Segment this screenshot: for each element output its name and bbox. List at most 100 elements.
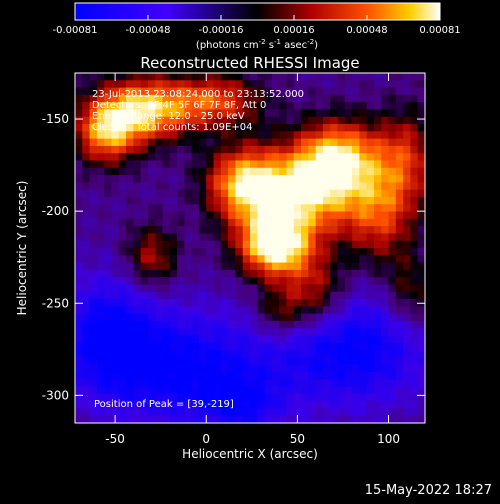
heatmap-cell: [169, 299, 178, 307]
heatmap-cell: [198, 80, 207, 89]
heatmap-cell: [126, 226, 134, 235]
heatmap-cell: [133, 175, 142, 183]
heatmap-cell: [242, 255, 251, 264]
heatmap-cell: [366, 371, 375, 380]
heatmap-cell: [191, 342, 200, 351]
heatmap-cell: [118, 80, 127, 89]
heatmap-cell: [111, 277, 120, 286]
heatmap-cell: [147, 211, 156, 220]
heatmap-cell: [242, 306, 251, 315]
heatmap-cell: [410, 226, 419, 235]
heatmap-cell: [388, 196, 397, 205]
heatmap-cell: [308, 342, 317, 351]
heatmap-cell: [198, 313, 207, 322]
heatmap-cell: [96, 109, 105, 118]
heatmap-cell: [169, 109, 178, 118]
heatmap-cell: [352, 73, 360, 81]
heatmap-cell: [220, 284, 229, 293]
heatmap-cell: [410, 269, 419, 278]
heatmap-cell: [220, 138, 229, 147]
heatmap-cell: [315, 204, 324, 213]
heatmap-cell: [322, 313, 331, 322]
heatmap-cell: [352, 80, 360, 89]
heatmap-cell: [162, 116, 171, 125]
heatmap-cell: [147, 393, 156, 402]
heatmap-cell: [140, 102, 149, 111]
heatmap-cell: [359, 379, 368, 388]
heatmap-cell: [191, 335, 200, 344]
heatmap-cell: [118, 145, 127, 154]
heatmap-cell: [213, 313, 222, 322]
heatmap-cell: [126, 320, 134, 329]
heatmap-cell: [104, 109, 113, 118]
heatmap-cell: [206, 299, 215, 307]
heatmap-cell: [155, 80, 164, 89]
heatmap-cell: [322, 299, 331, 307]
heatmap-cell: [403, 320, 412, 329]
heatmap-cell: [177, 167, 185, 176]
heatmap-cell: [220, 357, 229, 366]
heatmap-cell: [75, 284, 83, 293]
heatmap-cell: [147, 291, 156, 300]
heatmap-cell: [293, 379, 302, 388]
heatmap-cell: [395, 211, 404, 220]
heatmap-cell: [220, 167, 229, 176]
heatmap-cell: [169, 379, 178, 388]
heatmap-cell: [264, 248, 273, 256]
heatmap-cell: [373, 248, 382, 256]
heatmap-cell: [213, 393, 222, 402]
heatmap-cell: [206, 408, 215, 417]
heatmap-cell: [337, 124, 346, 132]
heatmap-cell: [96, 364, 105, 373]
heatmap-cell: [126, 80, 134, 89]
heatmap-cell: [96, 87, 105, 96]
heatmap-cell: [344, 211, 353, 220]
heatmap-cell: [279, 386, 288, 395]
heatmap-cell: [169, 269, 178, 278]
heatmap-cell: [264, 379, 273, 388]
heatmap-cell: [366, 160, 375, 169]
heatmap-cell: [220, 313, 229, 322]
heatmap-cell: [381, 138, 390, 147]
heatmap-cell: [264, 87, 273, 96]
heatmap-cell: [322, 342, 331, 351]
heatmap-cell: [264, 313, 273, 322]
heatmap-cell: [213, 211, 222, 220]
heatmap-cell: [118, 94, 127, 103]
heatmap-cell: [184, 284, 193, 293]
heatmap-cell: [198, 196, 207, 205]
heatmap-cell: [322, 189, 331, 198]
heatmap-cell: [264, 138, 273, 147]
heatmap-cell: [118, 138, 127, 147]
heatmap-cell: [82, 167, 91, 176]
heatmap-cell: [286, 145, 295, 154]
heatmap-cell: [177, 386, 185, 395]
heatmap-cell: [257, 175, 266, 183]
heatmap-cell: [206, 196, 215, 205]
heatmap-cell: [169, 94, 178, 103]
heatmap-cell: [111, 204, 120, 213]
heatmap-cell: [381, 313, 390, 322]
heatmap-cell: [344, 364, 353, 373]
heatmap-cell: [403, 109, 412, 118]
heatmap-cell: [257, 371, 266, 380]
heatmap-cell: [228, 408, 237, 417]
heatmap-cell: [250, 218, 258, 227]
heatmap-cell: [133, 357, 142, 366]
heatmap-cell: [82, 262, 91, 271]
heatmap-cell: [184, 189, 193, 198]
heatmap-cell: [315, 226, 324, 235]
heatmap-cell: [410, 284, 419, 293]
heatmap-cell: [104, 335, 113, 344]
heatmap-cell: [366, 102, 375, 111]
heatmap-cell: [82, 124, 91, 132]
heatmap-cell: [198, 320, 207, 329]
heatmap-cell: [162, 175, 171, 183]
heatmap-cell: [82, 211, 91, 220]
heatmap-cell: [264, 401, 273, 410]
heatmap-cell: [140, 196, 149, 205]
heatmap-cell: [381, 109, 390, 118]
heatmap-cell: [155, 233, 164, 242]
heatmap-cell: [177, 218, 185, 227]
heatmap-cell: [301, 291, 309, 300]
